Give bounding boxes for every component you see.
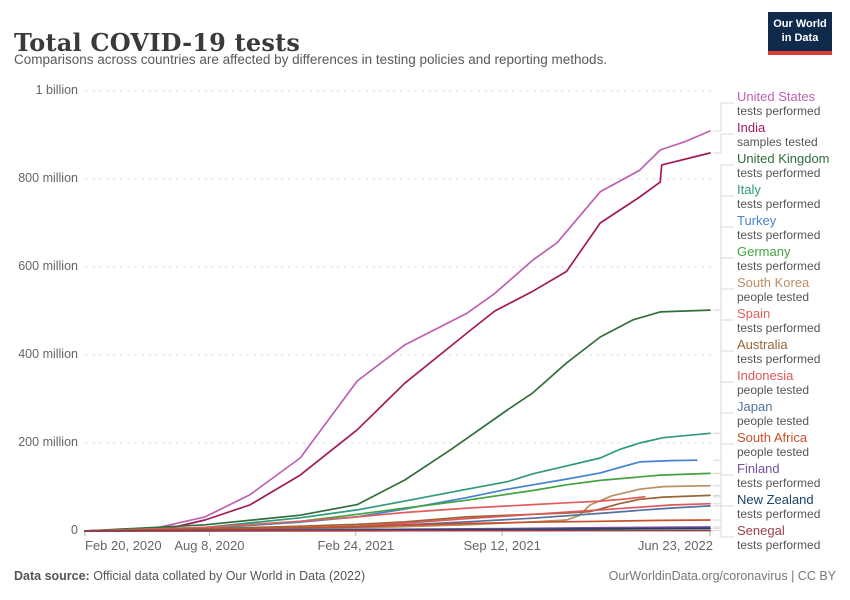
chart-subtitle: Comparisons across countries are affecte…	[14, 52, 608, 67]
line-united-states[interactable]	[84, 130, 711, 532]
legend-country-name: United Kingdom	[737, 151, 830, 166]
legend-country-name: Germany	[737, 244, 791, 259]
legend-connector	[713, 288, 734, 487]
legend-country-name: Italy	[737, 182, 761, 197]
y-tick-label: 1 billion	[35, 83, 78, 97]
data-source-label: Data source:	[14, 569, 90, 583]
legend-country-name: Indonesia	[737, 368, 794, 383]
legend-item-south-korea[interactable]: South Korea people tested	[737, 275, 849, 304]
legend-item-finland[interactable]: Finland tests performed	[737, 461, 849, 490]
legend-country-name: Australia	[737, 337, 788, 352]
legend-item-indonesia[interactable]: Indonesia people tested	[737, 368, 849, 397]
legend-country-name: Senegal	[737, 523, 785, 538]
legend-connector	[713, 257, 734, 474]
y-tick-label: 400 million	[18, 347, 78, 361]
legend-country-name: Japan	[737, 399, 773, 414]
legend-country-name: India	[737, 120, 766, 135]
line-india[interactable]	[84, 152, 711, 532]
legend-item-turkey[interactable]: Turkey tests performed	[737, 213, 849, 242]
data-source-text: Official data collated by Our World in D…	[89, 569, 366, 583]
legend-measure-label: people tested	[737, 414, 810, 428]
legend-measure-label: samples tested	[737, 135, 818, 149]
x-tick-label: Feb 24, 2021	[317, 538, 395, 553]
legend-item-united-states[interactable]: United States tests performed	[737, 89, 849, 118]
y-tick-label: 600 million	[18, 259, 78, 273]
owid-logo[interactable]: Our World in Data	[768, 12, 832, 55]
line-spain[interactable]	[84, 495, 646, 532]
legend-measure-label: tests performed	[737, 228, 821, 242]
x-tick-label: Sep 12, 2021	[463, 538, 541, 553]
owid-logo-line1: Our World	[773, 18, 827, 30]
legend-measure-label: tests performed	[737, 197, 821, 211]
y-tick-label: 0	[71, 523, 78, 537]
legend-connector	[713, 195, 734, 434]
legend-connector	[713, 319, 734, 498]
legend-connector	[713, 102, 734, 132]
line-italy[interactable]	[84, 432, 711, 532]
legend-measure-label: tests performed	[737, 507, 821, 521]
legend-connector	[713, 443, 734, 521]
legend-item-united-kingdom[interactable]: United Kingdom tests performed	[737, 151, 849, 180]
legend-country-name: New Zealand	[737, 492, 814, 507]
line-united-kingdom[interactable]	[84, 309, 711, 532]
legend-item-italy[interactable]: Italy tests performed	[737, 182, 849, 211]
legend-item-germany[interactable]: Germany tests performed	[737, 244, 849, 273]
y-tick-label: 200 million	[18, 435, 78, 449]
y-tick-label: 800 million	[18, 171, 78, 185]
legend-connector	[713, 505, 734, 529]
legend-connector	[713, 133, 734, 154]
page-title: Total COVID-19 tests	[14, 28, 301, 58]
legend-item-spain[interactable]: Spain tests performed	[737, 306, 849, 335]
legend-item-australia[interactable]: Australia tests performed	[737, 337, 849, 366]
legend-item-new-zealand[interactable]: New Zealand tests performed	[737, 492, 849, 521]
data-source-note: Data source: Official data collated by O…	[14, 569, 365, 583]
legend-measure-label: tests performed	[737, 166, 821, 180]
legend-country-name: Turkey	[737, 213, 777, 228]
legend-country-name: South Korea	[737, 275, 810, 290]
legend-connector	[713, 530, 734, 538]
legend-measure-label: tests performed	[737, 321, 821, 335]
x-tick-label: Feb 20, 2020	[85, 538, 162, 553]
legend-measure-label: tests performed	[737, 476, 821, 490]
legend-country-name: Finland	[737, 461, 780, 476]
owid-logo-line2: in Data	[781, 32, 819, 45]
legend-connector	[713, 226, 734, 461]
legend-measure-label: tests performed	[737, 538, 821, 552]
legend-connector	[713, 412, 734, 507]
legend-item-senegal[interactable]: Senegal tests performed	[737, 523, 849, 552]
legend-item-japan[interactable]: Japan people tested	[737, 399, 849, 428]
legend-measure-label: people tested	[737, 383, 810, 397]
legend-connector	[713, 164, 734, 311]
legend-country-name: South Africa	[737, 430, 808, 445]
footer-link[interactable]: OurWorldinData.org/coronavirus | CC BY	[608, 569, 836, 583]
legend-measure-label: people tested	[737, 445, 810, 459]
x-tick-label: Aug 8, 2020	[174, 538, 245, 553]
line-south-africa[interactable]	[84, 519, 711, 532]
legend-measure-label: people tested	[737, 290, 810, 304]
legend-connector	[713, 474, 734, 528]
legend-item-south-africa[interactable]: South Africa people tested	[737, 430, 849, 459]
legend-country-name: United States	[737, 89, 816, 104]
legend-measure-label: tests performed	[737, 259, 821, 273]
x-tick-label: Jun 23, 2022	[637, 538, 713, 553]
line-senegal[interactable]	[84, 529, 711, 532]
legend-measure-label: tests performed	[737, 352, 821, 366]
legend-country-name: Spain	[737, 306, 771, 321]
legend-measure-label: tests performed	[737, 104, 821, 118]
legend-item-india[interactable]: India samples tested	[737, 120, 849, 149]
line-turkey[interactable]	[84, 459, 698, 532]
